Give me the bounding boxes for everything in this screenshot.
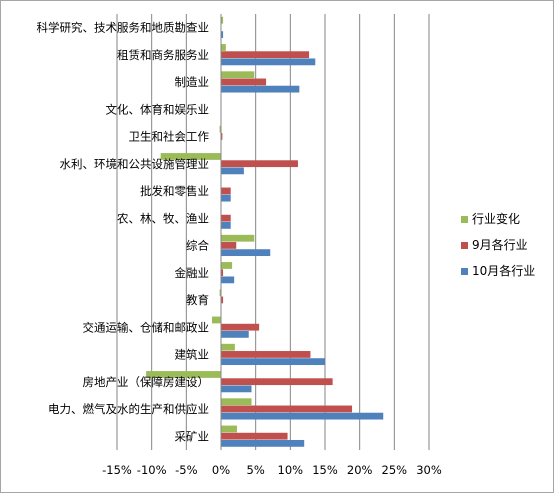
bar-change [221, 16, 224, 24]
x-tick-label: 30% [416, 463, 442, 477]
category-label: 电力、燃气及水的生产和供应业 [48, 402, 209, 416]
bar-october [221, 249, 271, 257]
bar-change [160, 153, 221, 160]
bar-october [221, 85, 300, 93]
bar-change [221, 234, 255, 242]
bar-september [221, 269, 224, 277]
x-tick-label: 0% [212, 463, 230, 477]
legend-entry: 9月各行业 [472, 237, 528, 252]
bar-change [219, 125, 221, 133]
category-label: 文化、体育和娱乐业 [106, 102, 210, 116]
category-label: 农、林、牧、渔业 [117, 211, 209, 225]
bar-september [221, 160, 298, 168]
bar-october [221, 167, 244, 175]
legend-swatch [461, 242, 468, 249]
x-tick-label: -10% [137, 463, 167, 477]
bar-september [221, 242, 237, 249]
legend-swatch [461, 216, 468, 223]
x-tick-label: 15% [312, 463, 338, 477]
category-label: 批发和零售业 [140, 184, 209, 198]
x-tick-label: 25% [382, 463, 408, 477]
bar-september [221, 432, 288, 440]
bar-change [221, 343, 235, 351]
category-label: 建筑业 [175, 348, 210, 362]
category-label: 卫生和社会工作 [129, 130, 210, 144]
x-tick-label: 5% [247, 463, 265, 477]
legend-entry: 10月各行业 [472, 263, 535, 278]
category-label: 交通运输、仓储和邮政业 [83, 320, 210, 334]
category-label: 金融业 [175, 266, 210, 280]
bar-change [221, 425, 237, 433]
x-tick-label: -15% [102, 463, 132, 477]
bar-september [221, 351, 311, 358]
bar-september [221, 187, 231, 195]
bar-october [221, 439, 305, 447]
bar-october [221, 330, 249, 338]
bar-october [221, 221, 231, 229]
bar-september [221, 78, 267, 86]
category-label: 制造业 [175, 75, 210, 89]
category-label: 教育 [186, 293, 209, 307]
bar-change [146, 371, 221, 378]
bar-september [221, 214, 231, 222]
bar-october [221, 31, 224, 39]
bar-october [221, 385, 252, 393]
legend-entry: 行业变化 [472, 211, 520, 226]
x-tick-label: 20% [347, 463, 373, 477]
bar-change [219, 289, 221, 297]
bar-october [221, 412, 384, 420]
bar-change [221, 71, 255, 79]
bar-september [221, 51, 310, 59]
category-label: 租赁和商务服务业 [117, 48, 209, 62]
category-label: 综合 [186, 239, 209, 253]
category-label: 采矿业 [175, 429, 210, 443]
bar-september [221, 296, 224, 304]
bar-september [221, 133, 223, 140]
category-label: 科学研究、技术服务和地质勘查业 [37, 21, 210, 35]
bar-september [221, 405, 353, 413]
bar-change [221, 398, 252, 406]
x-tick-label: -5% [175, 463, 197, 477]
bar-september [221, 323, 260, 331]
bar-change [211, 316, 221, 324]
bar-change [221, 44, 226, 51]
bar-october [221, 358, 325, 366]
bar-october [221, 194, 231, 202]
category-label: 房地产业（保障房建设） [83, 375, 210, 389]
bar-september [221, 378, 333, 386]
legend-swatch [461, 268, 468, 275]
bar-change [221, 262, 233, 269]
category-label: 水利、环境和公共设施管理业 [60, 157, 210, 171]
x-tick-label: 10% [278, 463, 304, 477]
bar-october [221, 58, 316, 66]
bar-october [221, 276, 235, 284]
